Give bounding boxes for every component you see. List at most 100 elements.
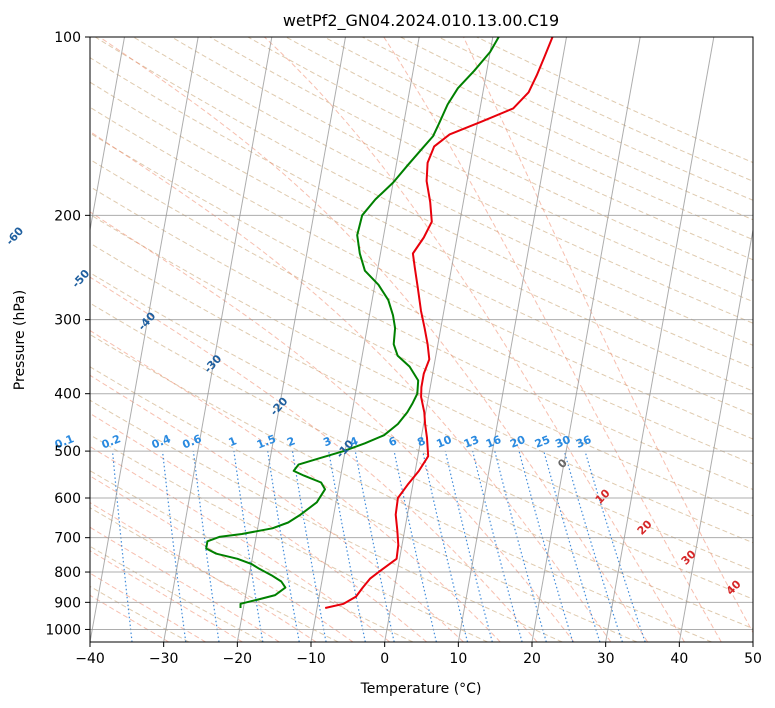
y-tick-label: 800 <box>54 565 81 581</box>
y-tick-label: 900 <box>54 595 81 611</box>
plot-background <box>90 37 753 642</box>
mixing-ratio-line <box>33 451 47 642</box>
moist-adiabat-line <box>264 37 685 642</box>
mixing-ratio-label: 13 <box>462 433 481 451</box>
mixing-ratio-label: 16 <box>484 433 503 451</box>
dry-adiabat-line <box>90 333 712 642</box>
moist-adiabat-line <box>383 37 722 642</box>
x-tick-label: −40 <box>75 651 105 667</box>
dry-adiabat-line <box>90 302 753 630</box>
dry-adiabat-line <box>171 37 753 324</box>
isotherm-line <box>678 227 753 642</box>
plot-frame <box>89 36 754 643</box>
x-tick-label: −20 <box>223 651 253 667</box>
isotherm-line <box>163 37 273 642</box>
mixing-ratio-line <box>422 450 469 642</box>
mixing-ratio-line <box>494 450 547 642</box>
moist-adiabat-line <box>463 37 753 634</box>
mixing-ratio-line <box>161 451 187 642</box>
moist-adiabat-line <box>90 329 501 642</box>
isotherm-label: -50 <box>69 267 92 291</box>
y-tick-label: 100 <box>54 30 81 46</box>
mixing-ratio-line <box>192 451 220 642</box>
mixing-ratio-line <box>543 450 601 642</box>
y-axis-label: Pressure (hPa) <box>12 290 28 390</box>
mixing-ratio-line <box>393 450 437 642</box>
isotherm-line <box>605 37 715 642</box>
dry-adiabat-line <box>94 37 753 369</box>
moist-adiabats <box>90 37 753 642</box>
y-axis: 100 200 300 400 500 600 700 800 900 1000 <box>45 30 90 638</box>
moist-adiabat-line <box>90 131 612 642</box>
y-tick-label: 600 <box>54 491 81 507</box>
mixing-ratio-line <box>233 451 264 642</box>
mixing-ratio-lines <box>8 450 646 642</box>
mixing-ratio-line <box>563 450 623 642</box>
moist-adiabat-line <box>90 502 317 642</box>
isotherm-line <box>90 37 125 233</box>
mixing-ratio-line <box>328 450 366 642</box>
mixing-ratio-label: 8 <box>415 434 427 449</box>
mixing-ratio-label: 20 <box>508 433 527 451</box>
mixing-ratio-label: 25 <box>533 433 552 451</box>
isotherm-line <box>310 37 420 642</box>
mixing-ratio-label: 3 <box>321 434 333 449</box>
y-tick-label: 200 <box>54 208 81 224</box>
moist-adiabat-line <box>90 211 575 642</box>
dry-adiabat-line <box>90 242 753 572</box>
dry-adiabat-line <box>90 545 264 642</box>
dry-adiabat-line <box>133 37 753 346</box>
x-axis: −40 −30 −20 −10 0 10 20 30 40 50 <box>75 642 762 667</box>
mixing-ratio-line <box>8 451 20 642</box>
isotherms <box>90 37 753 642</box>
mixing-ratio-label: 10 <box>435 433 454 451</box>
dry-adiabat-line <box>90 132 753 465</box>
isotherm-line <box>90 37 199 642</box>
temperature-line <box>324 37 554 609</box>
mixing-ratio-line <box>518 450 574 642</box>
isotherm-line <box>531 37 641 642</box>
dry-adiabat-line <box>90 399 563 642</box>
moist-adiabat-line <box>90 412 428 642</box>
mixing-ratio-label: 1 <box>227 434 239 449</box>
x-tick-label: 20 <box>523 651 541 667</box>
y-tick-label: 400 <box>54 387 81 403</box>
dry-adiabat-line <box>90 158 753 491</box>
mixing-ratio-label: 30 <box>553 433 572 451</box>
x-tick-label: 50 <box>744 651 762 667</box>
dry-adiabat-line <box>90 434 488 642</box>
x-tick-label: 0 <box>380 651 389 667</box>
dry-adiabat-line <box>90 186 753 517</box>
isotherm-label: -60 <box>3 224 26 248</box>
moist-adiabat-line <box>90 594 170 642</box>
moist-adiabat-line <box>90 276 538 642</box>
profiles <box>205 37 554 609</box>
isotherm-line <box>457 37 567 642</box>
isotherm-line <box>236 37 346 642</box>
x-tick-label: −30 <box>149 651 179 667</box>
y-tick-label: 500 <box>54 444 81 460</box>
dewpoint-line <box>205 37 500 608</box>
dry-adiabat-line <box>90 366 638 642</box>
dry-adiabat-line <box>209 37 753 303</box>
x-tick-label: −10 <box>296 651 326 667</box>
moist-adiabat-line <box>90 374 464 642</box>
x-tick-label: 30 <box>597 651 615 667</box>
mixing-ratio-line <box>472 450 523 642</box>
y-tick-label: 700 <box>54 531 81 547</box>
moist-adiabat-line <box>99 37 649 642</box>
x-tick-label: 40 <box>670 651 688 667</box>
chart-title: wetPf2_GN04.2024.010.13.00.C19 <box>283 11 559 31</box>
moist-adiabat-line <box>90 475 354 642</box>
dry-adiabat-line <box>90 213 753 544</box>
isotherm-line <box>384 37 494 642</box>
mixing-ratio-label: 36 <box>574 433 593 451</box>
y-tick-label: 300 <box>54 313 81 329</box>
isobars <box>90 37 753 630</box>
x-tick-label: 10 <box>449 651 467 667</box>
isotherm-line <box>752 639 753 642</box>
x-axis-label: Temperature (°C) <box>360 681 482 697</box>
dry-adiabats <box>90 37 753 642</box>
y-tick-label: 1000 <box>45 622 81 638</box>
